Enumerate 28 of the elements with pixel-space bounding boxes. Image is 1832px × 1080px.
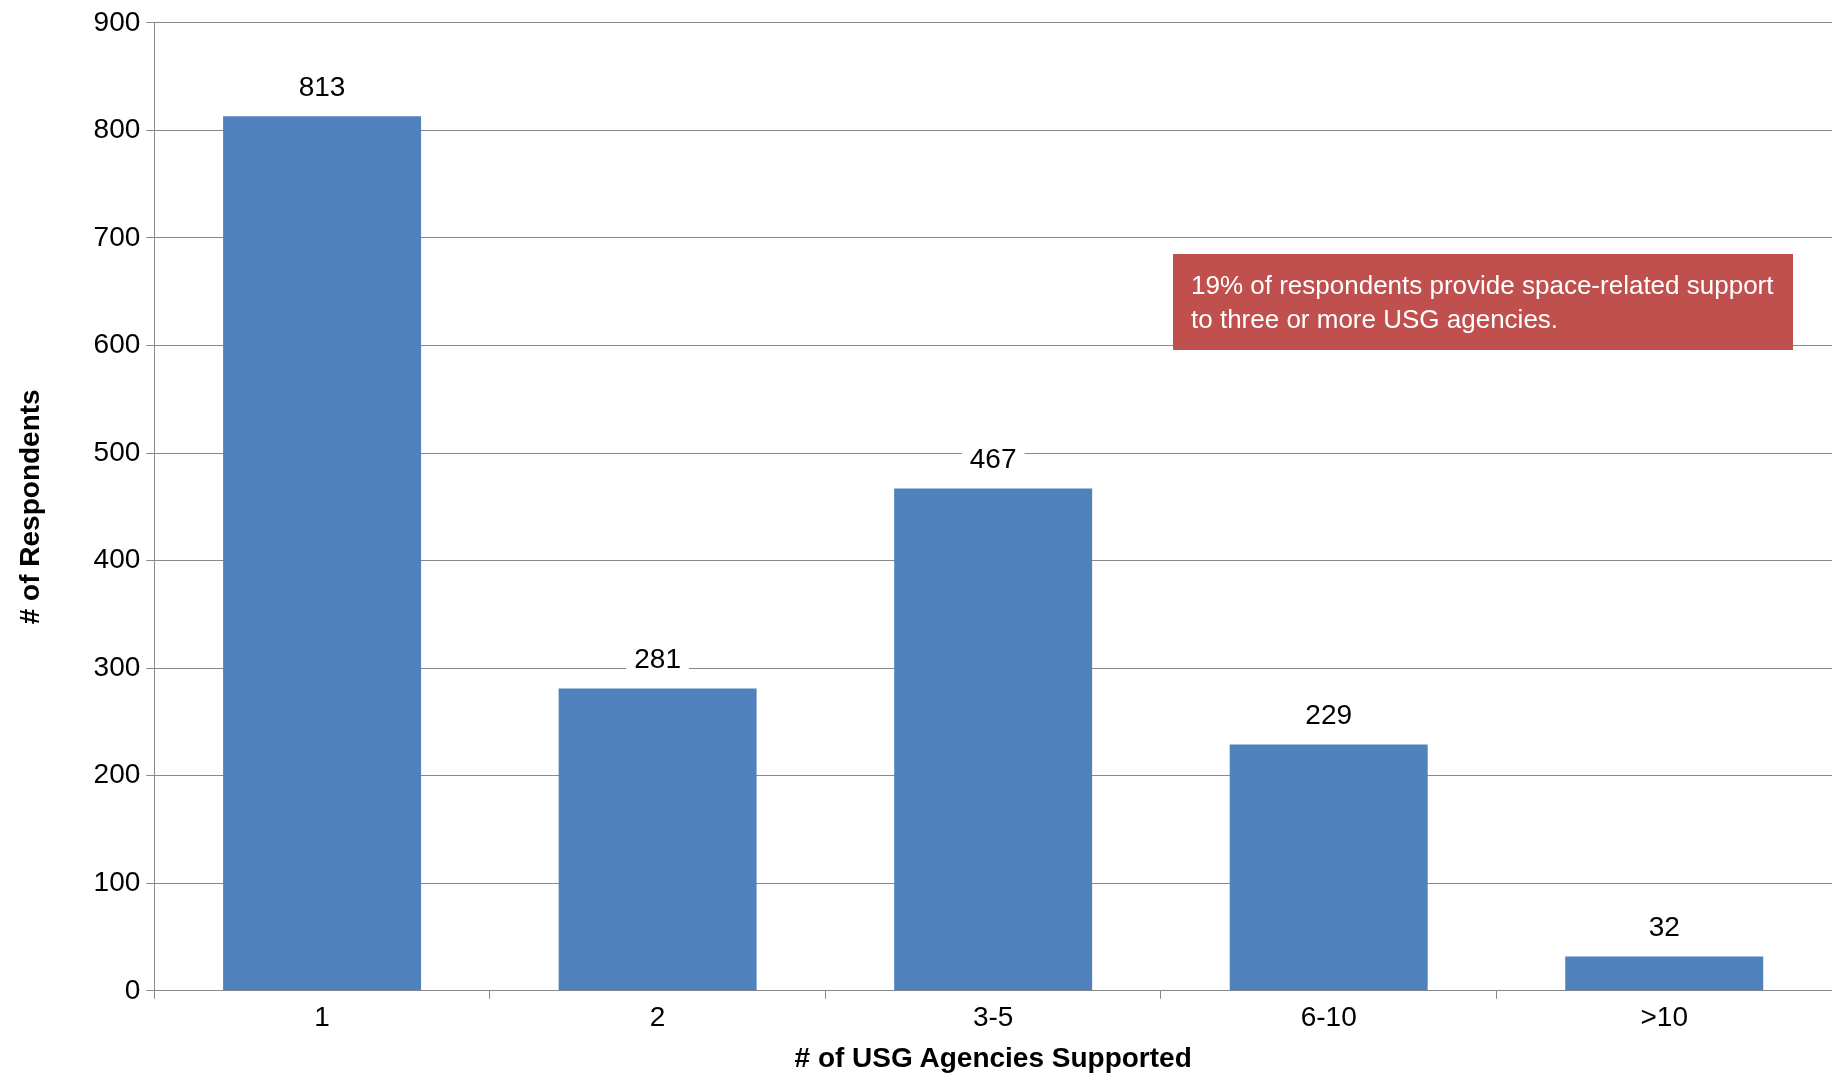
x-tick-label: 1: [314, 1001, 330, 1033]
y-tick-label: 0: [124, 973, 141, 1005]
data-label: 229: [1305, 699, 1353, 731]
y-tick-label: 700: [93, 220, 141, 252]
y-tick-label: 500: [93, 435, 141, 467]
data-label: 32: [1648, 911, 1680, 943]
y-tick-label: 800: [93, 113, 141, 145]
x-axis-title: # of USG Agencies Supported: [794, 1041, 1192, 1073]
y-tick-label: 300: [93, 650, 141, 682]
y-axis-title: # of Respondents: [13, 389, 45, 625]
x-tick-label: 2: [649, 1001, 666, 1033]
data-label: 467: [969, 443, 1017, 475]
y-tick-label: 900: [93, 5, 141, 37]
bar: [1565, 956, 1764, 991]
data-label: 281: [634, 643, 681, 675]
data-label: 813: [298, 71, 346, 103]
y-tick-label: 100: [93, 865, 141, 897]
x-tick-label: 3-5: [972, 1001, 1014, 1033]
bar: [1229, 744, 1428, 991]
x-tick-label: >10: [1640, 1001, 1688, 1033]
bar: [558, 688, 757, 991]
y-tick-label: 600: [93, 328, 141, 360]
bar: [223, 116, 422, 991]
y-tick-label: 400: [93, 543, 141, 575]
x-tick-label: 6-10: [1300, 1001, 1357, 1033]
annotation: 19% of respondents provide space-related support to three or more USG agencies.: [1173, 254, 1793, 350]
y-tick-label: 200: [93, 758, 141, 790]
bar: [894, 488, 1093, 991]
